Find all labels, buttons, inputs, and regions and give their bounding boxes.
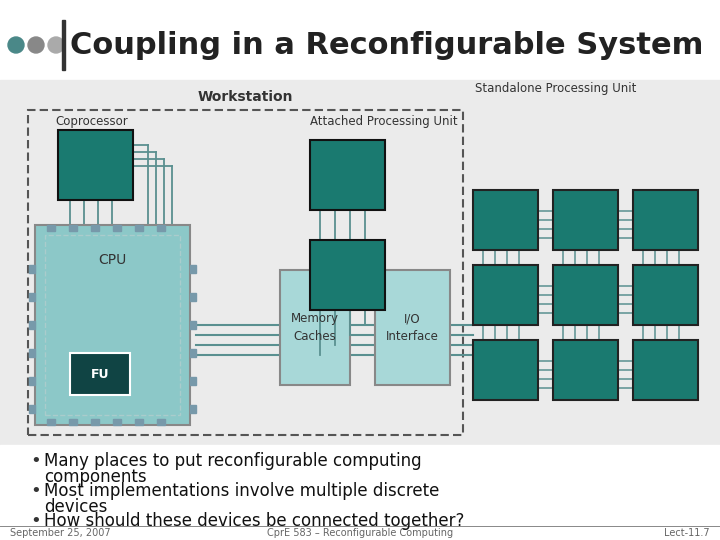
Bar (190, 321, 196, 329)
Bar (190, 265, 196, 273)
Text: Coprocessor: Coprocessor (55, 115, 127, 128)
Bar (69, 225, 77, 231)
Bar (28, 110, 463, 435)
Bar (473, 265, 538, 325)
Bar (70, 353, 130, 395)
Text: Workstation: Workstation (198, 90, 293, 104)
Text: Standalone Processing Unit: Standalone Processing Unit (475, 82, 636, 95)
Bar (280, 270, 350, 385)
Text: September 25, 2007: September 25, 2007 (10, 528, 111, 538)
Text: devices: devices (44, 498, 107, 516)
Text: components: components (44, 468, 147, 486)
Text: Lect-11.7: Lect-11.7 (665, 528, 710, 538)
Bar (375, 270, 450, 385)
Circle shape (48, 37, 64, 53)
Bar (553, 340, 618, 400)
Text: •: • (30, 452, 41, 470)
Bar (29, 321, 35, 329)
Bar (62, 20, 65, 70)
Bar (69, 419, 77, 425)
Bar (135, 419, 143, 425)
Bar (473, 190, 538, 250)
Bar (553, 265, 618, 325)
Bar (35, 225, 190, 425)
Bar (91, 419, 99, 425)
Bar (190, 349, 196, 357)
Bar (157, 225, 165, 231)
Bar (0, 445, 720, 540)
Circle shape (8, 37, 24, 53)
Bar (190, 377, 196, 385)
Bar (29, 405, 35, 413)
Bar (633, 265, 698, 325)
Bar (0, 0, 720, 80)
Bar (310, 140, 385, 210)
Bar (113, 225, 121, 231)
Circle shape (28, 37, 44, 53)
Bar (310, 240, 385, 310)
Text: CPU: CPU (99, 253, 127, 267)
Text: •: • (30, 512, 41, 530)
Text: Coupling in a Reconfigurable System: Coupling in a Reconfigurable System (70, 30, 703, 59)
Bar (91, 225, 99, 231)
Text: Attached Processing Unit: Attached Processing Unit (310, 115, 458, 128)
Text: FU: FU (91, 368, 109, 381)
Bar (553, 190, 618, 250)
Bar (190, 405, 196, 413)
Bar (29, 349, 35, 357)
Bar (29, 377, 35, 385)
Bar (157, 419, 165, 425)
Text: CprE 583 – Reconfigurable Computing: CprE 583 – Reconfigurable Computing (267, 528, 453, 538)
Bar (633, 190, 698, 250)
Bar (47, 419, 55, 425)
Bar (190, 293, 196, 301)
Text: Most implementations involve multiple discrete: Most implementations involve multiple di… (44, 482, 439, 500)
Text: I/O
Interface: I/O Interface (386, 312, 439, 343)
Bar (135, 225, 143, 231)
Bar (633, 340, 698, 400)
Bar (58, 130, 133, 200)
Bar (47, 225, 55, 231)
Text: How should these devices be connected together?: How should these devices be connected to… (44, 512, 464, 530)
Bar (0, 80, 720, 480)
Bar (473, 340, 538, 400)
Bar (113, 419, 121, 425)
Bar (45, 235, 180, 415)
Bar (29, 293, 35, 301)
Text: Many places to put reconfigurable computing: Many places to put reconfigurable comput… (44, 452, 422, 470)
Text: Memory
Caches: Memory Caches (291, 312, 339, 343)
Text: •: • (30, 482, 41, 500)
Bar (29, 265, 35, 273)
